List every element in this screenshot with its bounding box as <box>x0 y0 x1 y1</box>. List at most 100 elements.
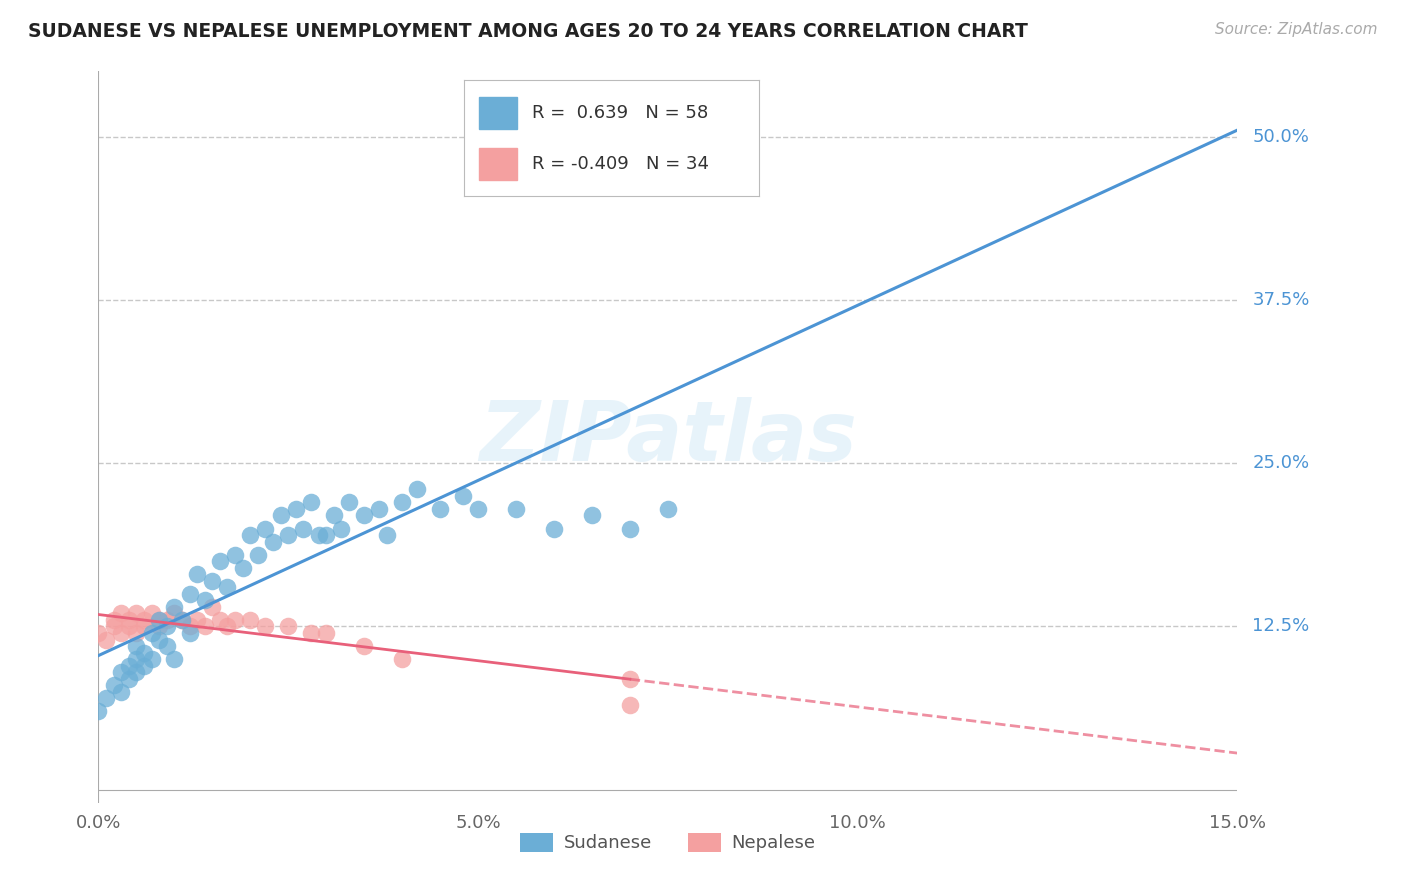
Point <box>505 502 527 516</box>
Point <box>330 521 353 535</box>
Text: 50.0%: 50.0% <box>1253 128 1309 145</box>
Point <box>125 665 148 680</box>
Point <box>156 639 179 653</box>
Point <box>299 495 322 509</box>
Text: 25.0%: 25.0% <box>1253 454 1309 472</box>
Point <box>262 534 284 549</box>
Point <box>118 658 141 673</box>
Text: ZIPatlas: ZIPatlas <box>479 397 856 477</box>
Point <box>391 495 413 509</box>
Point <box>110 685 132 699</box>
Point <box>270 508 292 523</box>
Point <box>194 593 217 607</box>
Point <box>132 619 155 633</box>
Point <box>186 613 208 627</box>
Point <box>277 528 299 542</box>
Point <box>148 613 170 627</box>
Point <box>308 528 330 542</box>
Point <box>179 587 201 601</box>
Point <box>375 528 398 542</box>
Point <box>110 626 132 640</box>
Point <box>118 619 141 633</box>
Point <box>353 508 375 523</box>
Point <box>118 613 141 627</box>
Point <box>284 502 307 516</box>
Point <box>467 502 489 516</box>
Point <box>132 658 155 673</box>
Point <box>299 626 322 640</box>
Point <box>110 607 132 621</box>
Point <box>156 613 179 627</box>
Point <box>581 508 603 523</box>
Point <box>179 626 201 640</box>
Point <box>170 613 193 627</box>
Point <box>118 672 141 686</box>
Point <box>246 548 269 562</box>
Point <box>254 521 277 535</box>
Point <box>163 607 186 621</box>
Point <box>208 613 231 627</box>
Point <box>451 489 474 503</box>
Point <box>125 652 148 666</box>
Point <box>110 665 132 680</box>
Point <box>103 678 125 692</box>
Point <box>657 502 679 516</box>
Point <box>103 613 125 627</box>
Point <box>170 613 193 627</box>
Point <box>125 607 148 621</box>
Bar <box>478 147 517 180</box>
Text: Source: ZipAtlas.com: Source: ZipAtlas.com <box>1215 22 1378 37</box>
Point <box>125 626 148 640</box>
Text: R = -0.409   N = 34: R = -0.409 N = 34 <box>531 155 709 173</box>
Point <box>224 613 246 627</box>
Point <box>148 619 170 633</box>
Point <box>254 619 277 633</box>
Point <box>163 599 186 614</box>
Point <box>132 646 155 660</box>
Point <box>194 619 217 633</box>
Point <box>163 652 186 666</box>
Point <box>337 495 360 509</box>
Point <box>94 691 117 706</box>
Bar <box>478 96 517 129</box>
Point <box>315 528 337 542</box>
Point <box>201 599 224 614</box>
Point <box>322 508 344 523</box>
Point <box>619 698 641 712</box>
Point <box>292 521 315 535</box>
Point <box>87 626 110 640</box>
Point <box>543 521 565 535</box>
Legend: Sudanese, Nepalese: Sudanese, Nepalese <box>513 826 823 860</box>
Point <box>94 632 117 647</box>
Point <box>619 672 641 686</box>
Point <box>148 632 170 647</box>
Point <box>186 567 208 582</box>
Text: SUDANESE VS NEPALESE UNEMPLOYMENT AMONG AGES 20 TO 24 YEARS CORRELATION CHART: SUDANESE VS NEPALESE UNEMPLOYMENT AMONG … <box>28 22 1028 41</box>
Point <box>217 580 239 594</box>
Point <box>141 652 163 666</box>
Point <box>368 502 391 516</box>
Text: 37.5%: 37.5% <box>1253 291 1310 309</box>
Point <box>125 639 148 653</box>
Point <box>315 626 337 640</box>
Point <box>87 705 110 719</box>
Point <box>103 619 125 633</box>
Point <box>429 502 451 516</box>
Point <box>232 560 254 574</box>
Point <box>239 528 262 542</box>
Point <box>179 619 201 633</box>
Point <box>148 613 170 627</box>
Text: R =  0.639   N = 58: R = 0.639 N = 58 <box>531 103 709 121</box>
Point <box>156 619 179 633</box>
Point <box>208 554 231 568</box>
Text: 12.5%: 12.5% <box>1253 617 1310 635</box>
Point <box>619 521 641 535</box>
Point <box>353 639 375 653</box>
Point <box>132 613 155 627</box>
Point <box>619 169 641 183</box>
Point <box>224 548 246 562</box>
Point <box>277 619 299 633</box>
Point <box>201 574 224 588</box>
Point <box>141 607 163 621</box>
Point <box>391 652 413 666</box>
